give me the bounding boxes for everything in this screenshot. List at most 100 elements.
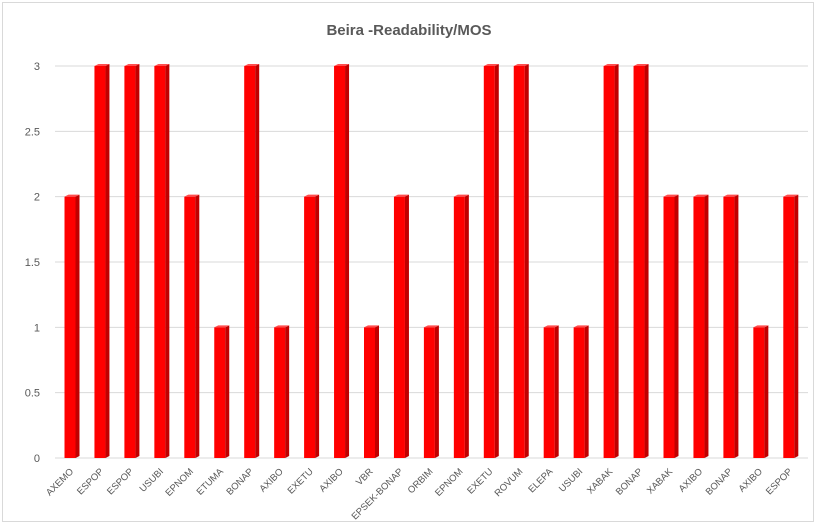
bar-front [274,327,286,458]
bar-side [464,194,469,458]
bar-top [334,64,350,66]
x-category-label: AXEMO [44,466,76,498]
bar-side [285,325,290,458]
bar-front [184,196,196,458]
bar-front [603,66,615,458]
bar [663,194,679,458]
bar-side [494,64,499,458]
x-category-label: ORBIM [406,466,436,496]
bar-top [393,194,409,197]
bar-top [753,325,769,328]
bar-side [734,194,739,458]
bar-front [154,66,166,458]
bar-side [135,64,140,458]
y-tick-label: 0 [34,453,40,465]
bar [334,64,350,458]
y-tick-label: 2 [34,192,40,204]
y-tick-label: 2.5 [25,126,40,138]
bar-front [693,196,705,458]
bar [693,194,709,458]
chart-title: Beira -Readability/MOS [326,22,492,39]
bar [753,325,769,458]
bar-side [704,194,709,458]
x-category-label: USUBI [557,466,585,494]
bar-front [423,327,435,458]
x-category-label: AXIBO [317,466,345,494]
bar-side [225,325,230,458]
x-category-label: EPNOM [433,466,465,498]
bar-top [364,325,379,328]
bar-front [753,327,765,458]
bar-top [154,64,170,66]
bar-front [244,66,256,458]
bar-top [603,64,619,66]
bar-front [124,66,136,458]
bar-side [255,64,260,458]
bar [364,325,379,458]
bar-top [633,64,649,66]
bar-top [723,194,739,197]
x-category-label: AXIBO [257,466,285,494]
x-category-label: EPNOM [164,466,196,498]
bar [94,64,110,458]
bar [393,194,409,458]
bar-side [524,64,529,458]
bar-front [64,196,76,458]
bar-front [543,327,555,458]
bar-side [75,194,80,458]
bar [124,64,140,458]
bar-top [423,325,439,328]
x-category-label: AXIBO [677,466,705,494]
x-category-label: BONAP [225,466,256,497]
x-category-label: VBR [354,466,376,488]
bar [423,325,439,458]
x-category-label: XABAK [585,466,616,497]
bar-side [644,64,649,458]
bar [483,64,499,458]
bar-top [663,194,679,197]
x-category-label: BONAP [614,466,645,497]
y-tick-label: 1.5 [25,257,40,269]
y-tick-label: 3 [34,61,40,73]
bar-side [404,194,409,458]
x-category-label: EXETU [465,466,495,496]
bar-side [434,325,439,458]
y-axis-ticks: 0 0.5 1 1.5 2 2.5 3 [25,61,40,465]
bar-front [214,327,226,458]
bar-top [573,325,589,328]
bar-front [723,196,735,458]
bar [633,64,649,458]
bar-side [315,194,320,458]
x-category-label: BONAP [704,466,735,497]
bar-side [584,325,589,458]
bar-side [614,64,619,458]
bar-front [633,66,645,458]
bar-side [375,325,379,458]
bar [513,64,529,458]
bar-top [184,194,200,197]
x-category-label: USUBI [138,466,166,494]
bar-top [513,64,529,66]
bar-top [94,64,110,66]
x-category-label: ESPOP [105,466,136,497]
bar-front [573,327,585,458]
bar-front [304,196,316,458]
x-category-label: ELEPA [526,466,555,495]
bar-top [783,194,799,197]
bar-side [674,194,679,458]
bar-side [165,64,170,458]
bar [723,194,739,458]
bar-front [483,66,495,458]
bar [64,194,80,458]
bar-top [64,194,80,197]
bar [453,194,469,458]
bar [783,194,799,458]
bar-side [764,325,769,458]
y-tick-label: 1 [34,322,40,334]
x-category-label: XABAK [645,466,676,497]
bar-side [554,325,559,458]
bar [304,194,320,458]
bar [154,64,170,458]
bar-front [364,327,375,458]
